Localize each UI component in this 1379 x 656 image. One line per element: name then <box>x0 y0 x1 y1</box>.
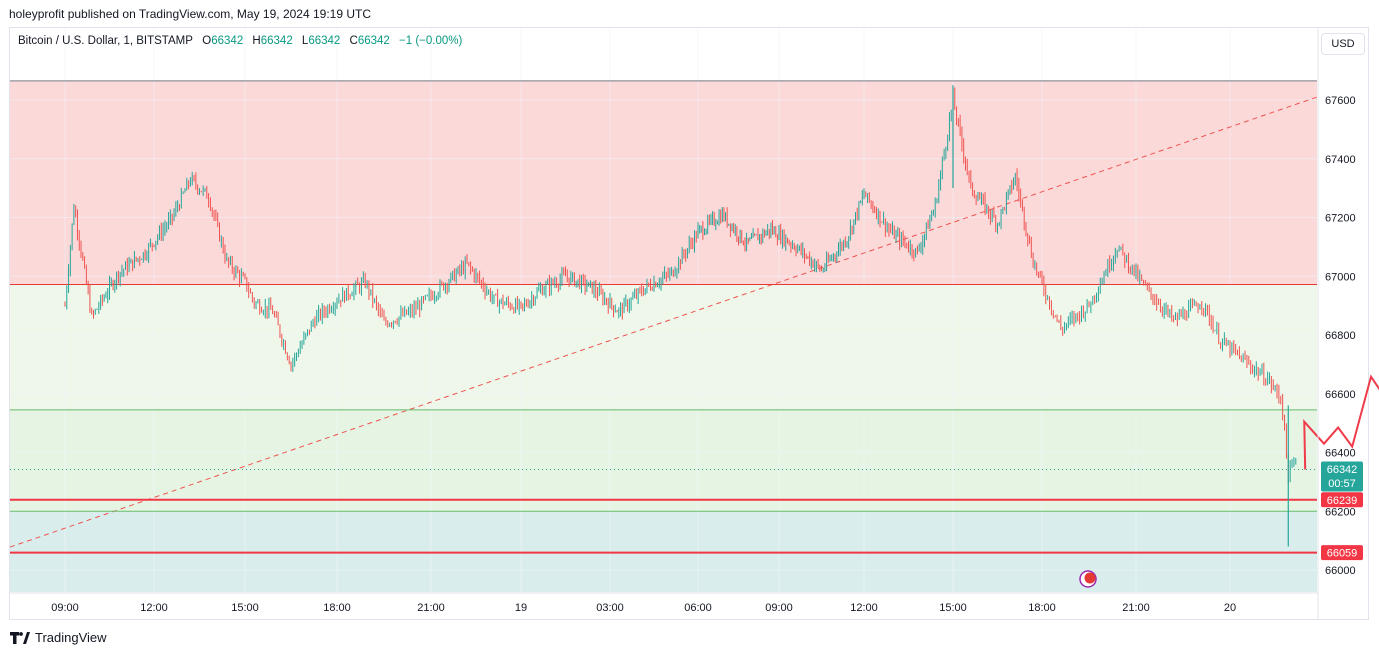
y-tick-label: 66400 <box>1325 448 1356 460</box>
projection-path <box>1303 374 1379 470</box>
zone-3 <box>10 511 1317 593</box>
x-tick-label: 21:00 <box>1122 602 1150 614</box>
x-tick-label: 19 <box>515 602 527 614</box>
y-tick-label: 67400 <box>1325 154 1356 166</box>
horizontal-lines-layer <box>9 80 1318 554</box>
y-tick-label: 66600 <box>1325 389 1356 401</box>
price-label-bg <box>1321 545 1363 561</box>
footer-brand-label: TradingView <box>35 630 107 645</box>
x-tick-label: 18:00 <box>323 602 351 614</box>
x-tick-label: 03:00 <box>596 602 624 614</box>
symbol-legend: Bitcoin / U.S. Dollar, 1, BITSTAMP O6634… <box>18 35 468 47</box>
x-tick-label: 09:00 <box>765 602 793 614</box>
publish-caption: holeyprofit published on TradingView.com… <box>9 7 371 21</box>
x-tick-label: 12:00 <box>140 602 168 614</box>
x-tick-label: 06:00 <box>684 602 712 614</box>
x-tick-label: 09:00 <box>51 602 79 614</box>
us-flag-inner <box>1084 572 1096 584</box>
y-tick-label: 66200 <box>1325 506 1356 518</box>
zone-0 <box>10 80 1317 285</box>
projection-layer <box>1079 374 1379 588</box>
y-tick-label: 67600 <box>1325 95 1356 107</box>
close-value: 66342 <box>357 35 390 47</box>
y-tick-label: 67000 <box>1325 271 1356 283</box>
zones-layer <box>10 80 1317 593</box>
change-value: −1 (−0.00%) <box>399 35 463 47</box>
price-label-value: 66342 <box>1327 464 1358 476</box>
x-tick-label: 12:00 <box>850 602 878 614</box>
close-label: C <box>349 35 358 47</box>
symbol-title: Bitcoin / U.S. Dollar, 1, BITSTAMP <box>18 35 193 47</box>
low-label: L <box>301 35 309 47</box>
x-tick-label: 20 <box>1224 602 1236 614</box>
price-label-value: 66239 <box>1327 495 1358 507</box>
currency-button[interactable]: USD <box>1321 33 1365 55</box>
axis-layer: 67600 67400 67200 67000 66800 66600 66400 66200… <box>10 28 1363 620</box>
footer-brand[interactable]: TradingView <box>10 630 107 645</box>
x-tick-label: 18:00 <box>1028 602 1056 614</box>
low-value: 66342 <box>308 35 341 47</box>
y-tick-label: 67200 <box>1325 213 1356 225</box>
chart-frame <box>9 27 1369 620</box>
price-label-value: 66059 <box>1327 548 1358 560</box>
open-label: O <box>202 35 212 47</box>
price-label-bg <box>1321 461 1363 492</box>
tradingview-logo-icon <box>10 631 30 644</box>
x-tick-label: 15:00 <box>939 602 967 614</box>
y-tick-label: 66000 <box>1325 565 1356 577</box>
high-label: H <box>252 35 261 47</box>
x-tick-label: 21:00 <box>417 602 445 614</box>
price-label-countdown: 00:57 <box>1328 478 1356 490</box>
candles-layer <box>64 85 1297 547</box>
zone-1 <box>10 284 1317 410</box>
x-tick-label: 15:00 <box>231 602 259 614</box>
zone-2 <box>10 409 1317 512</box>
high-value: 66342 <box>260 35 293 47</box>
y-tick-label: 66800 <box>1325 330 1356 342</box>
price-label-bg <box>1321 492 1363 508</box>
open-value: 66342 <box>211 35 244 47</box>
